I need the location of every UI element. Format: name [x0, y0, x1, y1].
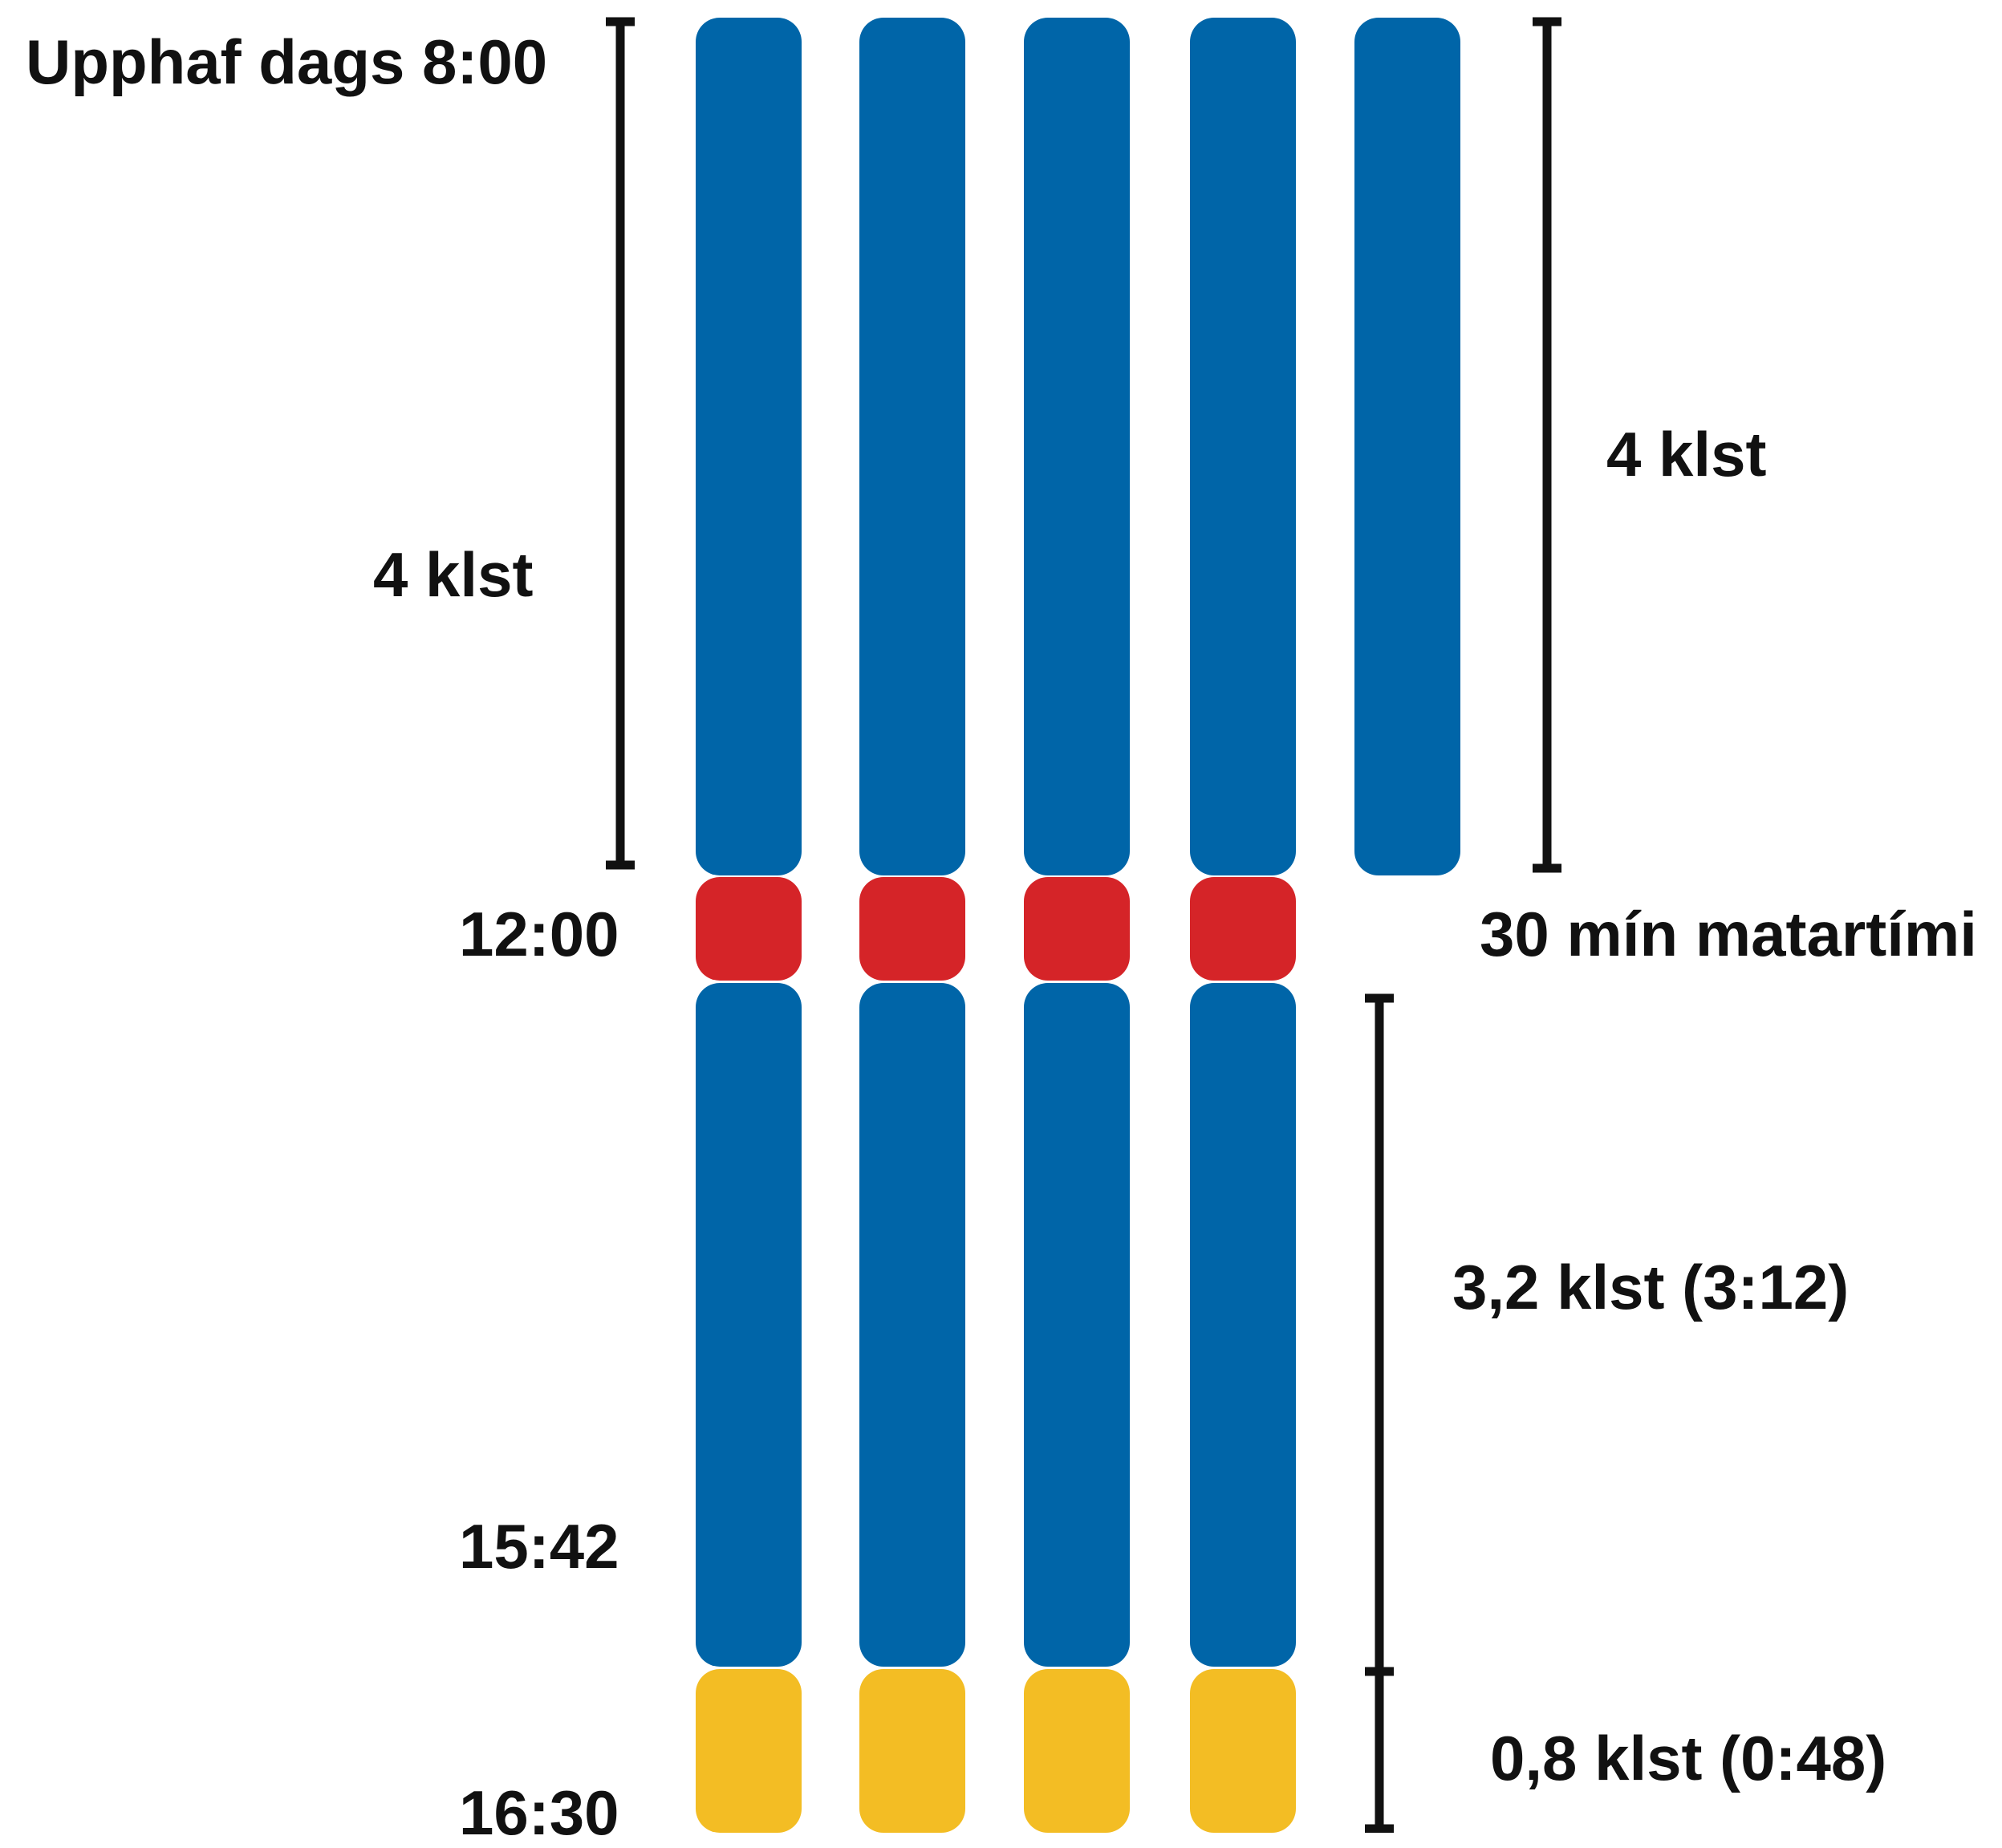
- morning-block-col-5: [1354, 18, 1460, 875]
- left-span-label: 4 klst: [373, 539, 534, 610]
- afternoon-block-col-2: [859, 983, 965, 1667]
- afternoon-block-col-1: [696, 983, 802, 1667]
- afternoon-block-col-3: [1024, 983, 1130, 1667]
- start-time-label: Upphaf dags 8:00: [26, 26, 548, 97]
- lunch-block-col-1: [696, 877, 802, 981]
- morning-block-col-2: [859, 18, 965, 875]
- day-end-label: 16:30: [459, 1777, 619, 1848]
- end-block-block-col-4: [1190, 1669, 1296, 1833]
- end-block-block-col-3: [1024, 1669, 1130, 1833]
- lunch-block-col-4: [1190, 877, 1296, 981]
- morning-block-col-3: [1024, 18, 1130, 875]
- end-block-block-col-1: [696, 1669, 802, 1833]
- right-span-label: 4 klst: [1606, 419, 1767, 489]
- lunch-block-col-2: [859, 877, 965, 981]
- end-span-label: 0,8 klst (0:48): [1490, 1723, 1887, 1793]
- end-block-block-col-2: [859, 1669, 965, 1833]
- schedule-blocks: [696, 18, 1460, 1833]
- lunch-time-label: 12:00: [459, 899, 619, 969]
- duration-brackets: [606, 17, 1561, 1833]
- afternoon-span-label: 3,2 klst (3:12): [1452, 1252, 1850, 1322]
- afternoon-block-col-4: [1190, 983, 1296, 1667]
- afternoon-end-label: 15:42: [459, 1511, 619, 1582]
- lunch-block-col-3: [1024, 877, 1130, 981]
- morning-block-col-1: [696, 18, 802, 875]
- morning-block-col-4: [1190, 18, 1296, 875]
- lunch-span-label: 30 mín matartími: [1480, 899, 1977, 969]
